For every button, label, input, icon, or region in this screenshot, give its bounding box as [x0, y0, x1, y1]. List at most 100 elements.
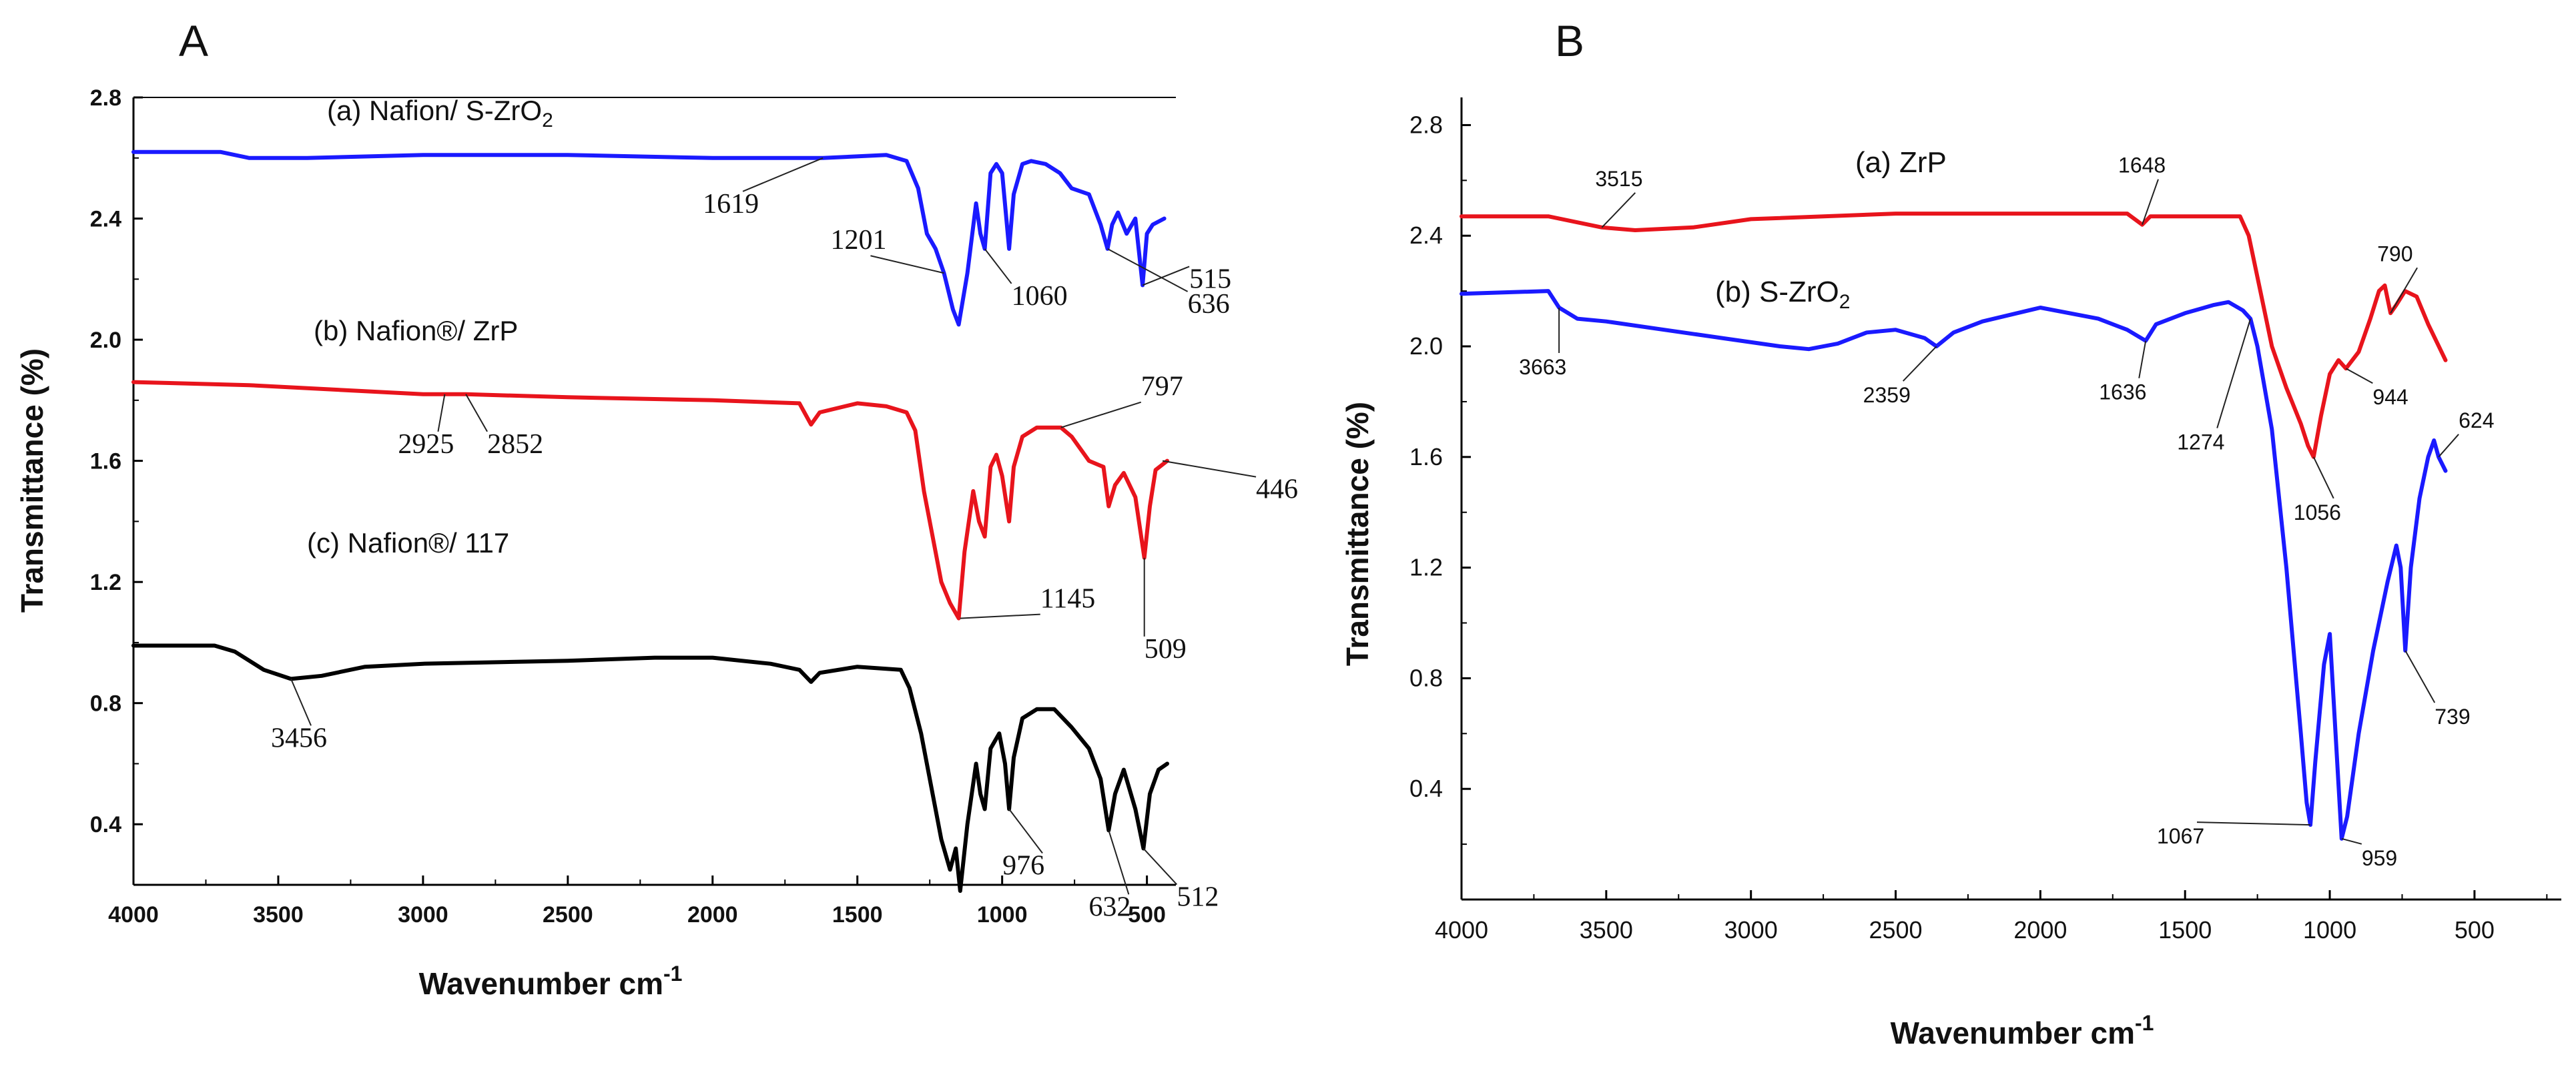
x-tick-label: 2500: [1869, 916, 1922, 944]
panel-b-label-series-b: (b) S-ZrO2: [1715, 276, 1850, 313]
panel-a-label-series-c: (c) Nafion®/ 117: [307, 527, 509, 559]
x-tick-label: 500: [1128, 902, 1166, 928]
y-tick-label: 0.8: [90, 691, 121, 717]
x-tick-label: 3000: [1724, 916, 1778, 944]
peak-label: 2852: [487, 429, 543, 460]
panel-b: B Transmittance (%) Wavenumber cm-1 0.4 0…: [1340, 16, 2561, 1050]
x-tick-label: 2000: [687, 902, 738, 928]
peak-label: 790: [2377, 242, 2412, 266]
annotation-leader: [742, 157, 824, 192]
peak-label: 515: [1189, 264, 1231, 294]
annotation-leader: [1902, 346, 1937, 382]
annotation-leader: [2390, 267, 2418, 314]
x-tick-label: 3000: [398, 902, 448, 928]
annotation-leader: [1108, 830, 1130, 895]
annotation-leader: [1060, 401, 1142, 428]
annotation-leader: [2138, 340, 2147, 378]
x-tick-label: 3500: [1580, 916, 1633, 944]
x-tick-label: 2500: [543, 902, 593, 928]
x-tick-label: 3500: [253, 902, 304, 928]
peak-label: 509: [1145, 634, 1187, 665]
y-tick-label: 1.2: [90, 570, 121, 595]
peak-label: 1145: [1040, 584, 1095, 615]
series-line-c: [131, 643, 1169, 894]
peak-label: 944: [2372, 385, 2408, 409]
peak-label: 3663: [1519, 355, 1566, 379]
peak-label: 1067: [2157, 824, 2204, 848]
peak-label: 1648: [2118, 153, 2166, 178]
series-line-b: [1460, 289, 2448, 841]
x-tick-label: 4000: [1435, 916, 1488, 944]
panel-a-y-axis-label: Transmittance (%): [15, 348, 49, 613]
annotation-leader: [2312, 456, 2334, 499]
panel-b-legend: (a) ZrP (b) S-ZrO2: [1715, 146, 1947, 313]
peak-label: 976: [1002, 851, 1044, 881]
annotation-leader: [960, 613, 1040, 619]
panel-b-y-axis-label: Transmittance (%): [1340, 402, 1375, 666]
annotation-leader: [1162, 460, 1257, 478]
x-tick-label: 1000: [2303, 916, 2356, 944]
panel-b-x-axis-label: Wavenumber cm-1: [1891, 1011, 2154, 1050]
annotation-leader: [2404, 650, 2436, 703]
peak-label: 2359: [1863, 383, 1911, 407]
peak-label: 512: [1177, 882, 1219, 913]
series-line-a: [1460, 212, 2448, 459]
y-tick-label: 2.8: [1409, 111, 1443, 138]
annotation-leader: [437, 394, 446, 432]
series-line-b: [131, 380, 1169, 621]
annotation-leader: [2196, 821, 2311, 826]
annotation-leader: [2216, 318, 2252, 428]
x-tick-label: 1000: [977, 902, 1028, 928]
peak-label: 1056: [2294, 500, 2341, 524]
peak-label: 2925: [398, 429, 454, 460]
annotation-leader: [870, 255, 944, 274]
annotation-leader: [2438, 434, 2459, 458]
peak-label: 636: [1188, 289, 1230, 320]
y-tick-label: 2.0: [90, 328, 121, 353]
peak-label: 1274: [2177, 430, 2224, 454]
y-tick-label: 2.8: [90, 85, 121, 111]
x-tick-label: 4000: [108, 902, 159, 928]
y-tick-label: 2.4: [90, 207, 121, 232]
peak-label: 959: [2362, 846, 2397, 870]
y-tick-label: 2.0: [1409, 332, 1443, 360]
peak-label: 3515: [1595, 167, 1642, 191]
y-tick-label: 2.4: [1409, 222, 1443, 249]
annotation-leader: [1008, 808, 1043, 854]
panel-a-label-series-a: (a) Nafion/ S-ZrO2: [327, 95, 553, 131]
y-tick-label: 0.4: [90, 812, 121, 837]
panel-a-x-axis-label: Wavenumber cm-1: [419, 962, 683, 1001]
annotation-leader: [1107, 248, 1189, 292]
y-tick-label: 1.6: [90, 449, 121, 474]
y-tick-label: 1.2: [1409, 554, 1443, 581]
y-tick-label: 0.8: [1409, 664, 1443, 691]
peak-label: 1636: [2099, 380, 2146, 404]
annotation-leader: [2345, 368, 2373, 384]
x-tick-label: 500: [2455, 916, 2495, 944]
peak-label: 1619: [703, 189, 759, 220]
annotation-leader: [290, 678, 312, 726]
x-tick-label: 1500: [2158, 916, 2212, 944]
panel-a-label: A: [179, 16, 208, 65]
annotation-leader: [1601, 192, 1636, 228]
annotation-leader: [984, 248, 1012, 284]
annotation-leader: [2142, 179, 2159, 225]
x-tick-label: 2000: [2013, 916, 2067, 944]
peak-label: 1060: [1012, 281, 1068, 312]
panel-b-label-series-a: (a) ZrP: [1855, 146, 1947, 179]
y-tick-label: 1.6: [1409, 443, 1443, 470]
panel-a-label-series-b: (b) Nafion®/ ZrP: [314, 315, 518, 346]
peak-label: 1201: [830, 225, 886, 256]
peak-label: 797: [1141, 372, 1183, 402]
peak-label: 3456: [271, 723, 327, 753]
peak-label: 446: [1256, 474, 1298, 505]
series-line-a: [131, 149, 1167, 327]
peak-label: 632: [1088, 892, 1131, 922]
annotation-leader: [1143, 847, 1178, 885]
peak-label: 739: [2435, 705, 2470, 729]
panel-b-label: B: [1555, 16, 1584, 65]
peak-label: 624: [2459, 408, 2494, 432]
annotation-leader: [2341, 837, 2362, 845]
panel-a-legend: (a) Nafion/ S-ZrO2 (b) Nafion®/ ZrP (c) …: [307, 95, 553, 559]
